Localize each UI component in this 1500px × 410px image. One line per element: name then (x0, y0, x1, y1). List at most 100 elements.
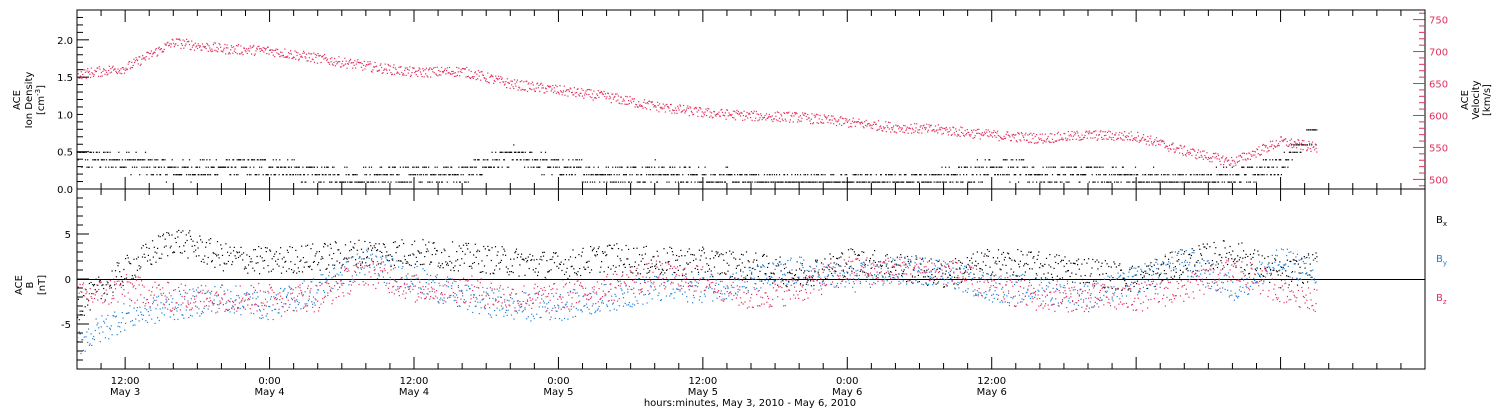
data-point (849, 125, 851, 128)
data-point (278, 265, 280, 267)
data-point (77, 71, 79, 73)
data-point (1090, 166, 1092, 168)
data-point (1174, 174, 1176, 176)
data-point (804, 276, 807, 278)
data-point (986, 249, 989, 251)
data-point (1033, 174, 1035, 176)
data-point (399, 166, 401, 168)
data-point (1015, 134, 1017, 136)
data-point (625, 103, 627, 105)
data-point (1234, 258, 1236, 260)
data-point (1031, 134, 1033, 136)
data-point (981, 134, 983, 136)
data-point (680, 105, 682, 107)
data-point (1260, 174, 1262, 176)
data-point (1219, 160, 1221, 162)
data-point (409, 181, 411, 183)
data-point (216, 241, 219, 243)
data-point (1305, 273, 1307, 275)
data-point (801, 263, 803, 265)
data-point (178, 174, 180, 176)
data-point (596, 174, 599, 176)
data-point (632, 272, 634, 274)
data-point (822, 280, 824, 282)
data-point (635, 166, 637, 168)
data-point (733, 117, 735, 119)
data-point (439, 174, 441, 176)
data-point (592, 99, 594, 101)
data-point (1156, 259, 1158, 261)
data-point (646, 102, 648, 104)
data-point (526, 80, 528, 82)
data-point (672, 109, 674, 111)
data-point (540, 151, 542, 153)
data-point (837, 264, 839, 266)
data-point (881, 265, 883, 267)
data-point (1116, 278, 1118, 280)
data-point (636, 106, 638, 108)
data-point (382, 174, 384, 176)
data-point (1097, 138, 1099, 140)
data-point (667, 174, 669, 176)
data-point (86, 166, 88, 168)
data-point (964, 271, 966, 273)
data-point (1125, 283, 1128, 285)
data-point (487, 166, 490, 168)
data-point (1103, 181, 1106, 183)
data-point (186, 239, 188, 242)
data-point (864, 124, 867, 126)
data-point (109, 151, 111, 153)
data-point (389, 166, 391, 168)
data-point (1048, 264, 1050, 266)
data-point (243, 159, 245, 161)
data-point (472, 262, 474, 265)
data-point (270, 270, 272, 272)
data-point (818, 118, 820, 120)
data-point (732, 110, 734, 112)
data-point (422, 239, 424, 241)
data-point (1055, 181, 1057, 183)
data-point (296, 272, 298, 274)
data-point (344, 181, 347, 183)
data-point (475, 166, 477, 168)
data-point (350, 62, 352, 64)
data-point (1026, 254, 1028, 256)
data-point (81, 78, 83, 80)
data-point (396, 71, 399, 73)
data-point (1007, 166, 1009, 168)
data-point (758, 113, 760, 116)
data-point (583, 174, 585, 176)
data-point (240, 246, 242, 248)
data-point (952, 262, 954, 264)
data-point (725, 166, 727, 168)
data-point (628, 248, 630, 250)
data-point (80, 71, 82, 73)
data-point (241, 166, 243, 168)
data-point (238, 159, 240, 161)
data-point (477, 249, 479, 251)
data-point (453, 181, 455, 183)
data-point (795, 112, 797, 114)
data-point (638, 264, 640, 266)
data-point (117, 265, 119, 267)
data-point (684, 255, 686, 257)
data-point (474, 159, 477, 161)
data-point (764, 273, 766, 275)
data-point (619, 258, 621, 260)
data-point (308, 57, 310, 59)
data-point (346, 67, 348, 69)
data-point (162, 159, 164, 161)
data-point (217, 174, 219, 176)
data-point (216, 255, 218, 257)
data-point (172, 166, 174, 168)
data-point (124, 159, 126, 161)
data-point (719, 174, 721, 176)
data-point (1259, 154, 1261, 156)
data-point (661, 268, 663, 270)
data-point (78, 151, 80, 153)
data-point (1104, 260, 1106, 262)
data-point (937, 282, 939, 284)
data-point (1231, 181, 1233, 183)
data-point (473, 76, 475, 78)
data-point (337, 249, 339, 251)
